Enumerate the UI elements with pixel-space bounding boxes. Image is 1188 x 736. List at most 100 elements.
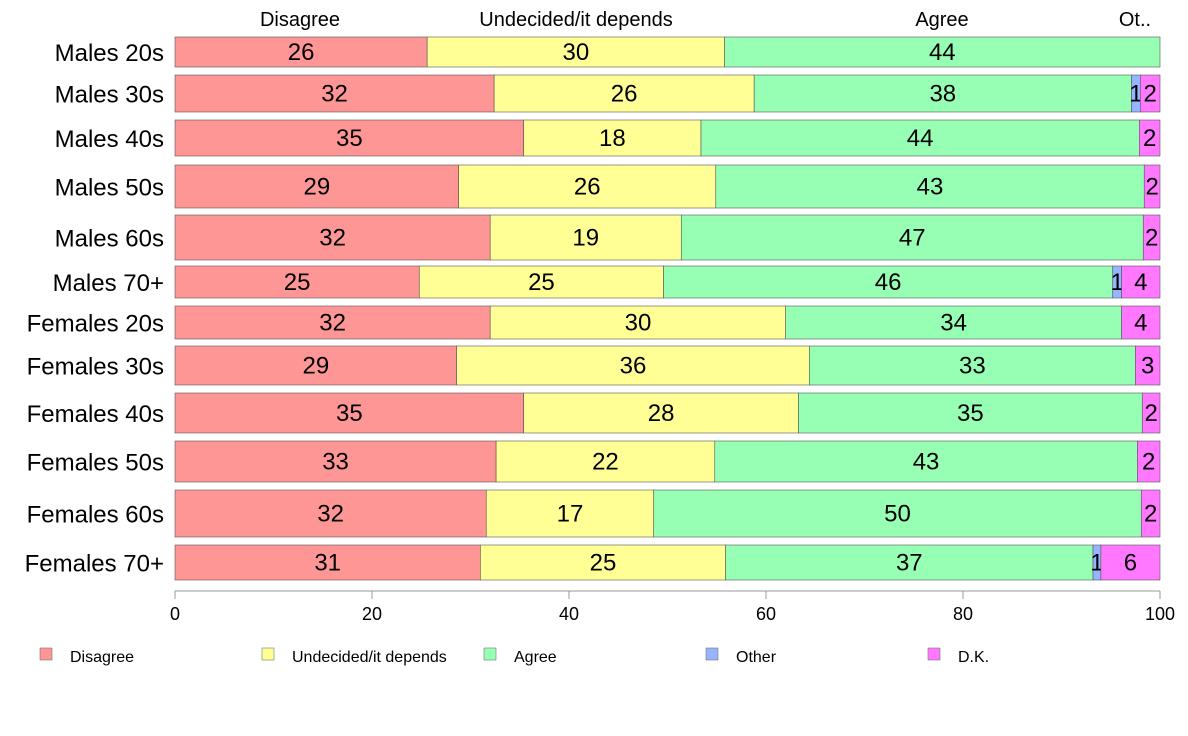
bar-segment-females-40s-d-k <box>1141 392 1161 434</box>
bar-segment-females-20s-agree <box>785 305 1122 340</box>
data-label: 33 <box>322 449 349 476</box>
category-label: Females 50s <box>27 450 164 477</box>
bar-segment-females-50s-d-k <box>1137 440 1161 483</box>
data-label: 22 <box>592 449 619 476</box>
data-label: 30 <box>625 310 652 337</box>
category-label: Males 60s <box>55 226 164 253</box>
data-label: 4 <box>1134 310 1147 337</box>
bar-segment-females-70-undecided-it-depends <box>480 544 726 581</box>
bar-segment-males-30s-agree <box>753 74 1132 113</box>
category-label: Females 70+ <box>25 551 164 578</box>
data-label: 33 <box>959 353 986 380</box>
bar-segment-males-20s-disagree <box>174 36 428 68</box>
data-label: 46 <box>875 269 902 296</box>
bar-segment-males-20s-agree <box>724 36 1161 68</box>
bar-segment-females-40s-disagree <box>174 392 524 434</box>
bar-segment-males-50s-disagree <box>174 164 459 209</box>
bar-segment-males-40s-undecided-it-depends <box>523 119 702 157</box>
data-label: 25 <box>590 550 617 577</box>
bar-segment-females-60s-agree <box>653 489 1142 538</box>
legend-swatch <box>927 647 941 661</box>
data-label: 2 <box>1145 174 1158 201</box>
data-label: 35 <box>336 400 363 427</box>
data-label: 26 <box>288 39 315 66</box>
bar-segment-males-60s-agree <box>680 214 1144 261</box>
legend-label: Undecided/it depends <box>292 649 447 666</box>
bar-segment-females-30s-agree <box>809 345 1136 386</box>
category-label: Females 30s <box>27 354 164 381</box>
data-label: 4 <box>1134 269 1147 296</box>
data-label: 38 <box>929 81 956 108</box>
data-label: 2 <box>1143 81 1156 108</box>
data-label: 32 <box>319 225 346 252</box>
category-label: Males 30s <box>55 82 164 109</box>
category-label: Females 40s <box>27 401 164 428</box>
data-label: 30 <box>563 39 590 66</box>
data-label: 1 <box>1090 550 1103 577</box>
category-label: Females 20s <box>27 311 164 338</box>
bar-segment-females-20s-undecided-it-depends <box>489 305 787 340</box>
data-label: 29 <box>303 353 330 380</box>
bar-segment-females-50s-undecided-it-depends <box>495 440 716 483</box>
data-label: 36 <box>620 353 647 380</box>
bar-segment-males-60s-disagree <box>174 214 491 261</box>
bar-segment-males-40s-disagree <box>174 119 524 157</box>
data-label: 31 <box>314 550 341 577</box>
top-segment-label: Disagree <box>260 9 340 31</box>
x-tick-label: 0 <box>170 604 180 624</box>
data-label: 2 <box>1143 125 1156 152</box>
category-label: Males 40s <box>55 126 164 153</box>
bar-segment-males-60s-d-k <box>1142 214 1161 261</box>
bar-segment-males-50s-d-k <box>1143 164 1161 209</box>
top-segment-label: Ot.. <box>1119 9 1151 31</box>
data-label: 50 <box>884 501 911 528</box>
category-label: Males 20s <box>55 40 164 67</box>
data-label: 25 <box>528 269 555 296</box>
bar-segment-females-30s-undecided-it-depends <box>456 345 810 386</box>
bar-segment-males-70-agree <box>663 265 1114 299</box>
data-label: 29 <box>303 174 330 201</box>
bar-segment-males-70-undecided-it-depends <box>418 265 664 299</box>
category-label: Males 70+ <box>53 270 164 297</box>
bar-segment-males-40s-d-k <box>1139 119 1161 157</box>
top-segment-label: Agree <box>915 9 968 31</box>
bar-segment-females-70-disagree <box>174 544 481 581</box>
bar-segment-males-70-d-k <box>1121 265 1161 299</box>
data-label: 2 <box>1145 225 1158 252</box>
bar-segment-females-60s-disagree <box>174 489 487 538</box>
bar-segment-females-50s-disagree <box>174 440 497 483</box>
legend-swatch <box>39 647 53 661</box>
data-label: 2 <box>1142 449 1155 476</box>
data-label: 47 <box>899 225 926 252</box>
data-label: 44 <box>929 39 956 66</box>
bar-segment-males-70-disagree <box>174 265 420 299</box>
x-tick-label: 100 <box>1145 604 1175 624</box>
data-label: 37 <box>896 550 923 577</box>
legend-label: Other <box>736 649 777 666</box>
data-label: 35 <box>336 125 363 152</box>
data-label: 2 <box>1144 501 1157 528</box>
data-label: 19 <box>572 225 599 252</box>
data-label: 43 <box>917 174 944 201</box>
bar-segment-males-40s-agree <box>700 119 1140 157</box>
bar-segment-males-50s-agree <box>715 164 1145 209</box>
data-label: 26 <box>574 174 601 201</box>
data-label: 26 <box>611 81 638 108</box>
top-segment-label: Undecided/it depends <box>479 9 672 31</box>
bar-segment-males-30s-undecided-it-depends <box>493 74 755 113</box>
data-label: 32 <box>317 501 344 528</box>
bar-segment-females-70-d-k <box>1100 544 1161 581</box>
bar-segment-females-30s-d-k <box>1135 345 1161 386</box>
legend-label: Agree <box>514 649 557 666</box>
x-tick-label: 80 <box>953 604 973 624</box>
bar-segment-females-20s-d-k <box>1121 305 1161 340</box>
data-label: 43 <box>913 449 940 476</box>
bar-segment-females-20s-disagree <box>174 305 491 340</box>
legend-swatch <box>705 647 719 661</box>
data-label: 28 <box>648 400 675 427</box>
x-tick-label: 60 <box>756 604 776 624</box>
category-label: Females 60s <box>27 502 164 529</box>
data-label: 17 <box>557 501 584 528</box>
category-label: Males 50s <box>55 175 164 202</box>
